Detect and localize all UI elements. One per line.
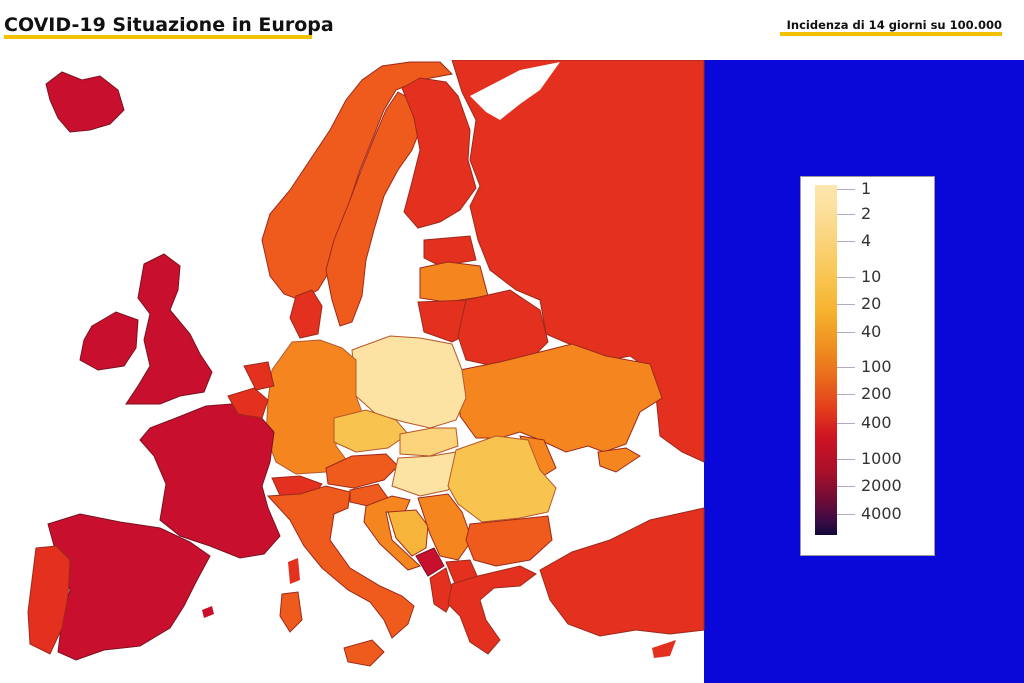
legend-tick — [837, 241, 855, 242]
region-serbia — [417, 493, 473, 561]
region-poland — [351, 335, 467, 429]
region-belgium — [227, 387, 269, 419]
legend-label: 4000 — [861, 504, 902, 523]
legend-label: 1 — [861, 179, 872, 198]
europe-map — [27, 60, 1024, 683]
legend-tick — [837, 304, 855, 305]
region-ireland — [79, 311, 139, 371]
legend-label: 2000 — [861, 476, 902, 495]
region-finland — [401, 77, 477, 229]
legend-label: 400 — [861, 413, 892, 432]
legend-tick — [837, 459, 855, 460]
region-sweden — [325, 91, 421, 327]
region-estonia — [423, 235, 477, 267]
region-romania — [447, 435, 557, 523]
region-italy — [266, 485, 415, 639]
region-bosnia — [387, 509, 429, 557]
legend-tick — [837, 332, 855, 333]
region-iceland — [45, 71, 125, 133]
legend-tick — [837, 189, 855, 190]
region-slovakia — [399, 427, 459, 457]
region-denmark — [289, 289, 323, 339]
region-white-sea — [470, 62, 560, 120]
region-greece — [447, 565, 537, 655]
region-malta — [202, 606, 214, 618]
legend-label: 100 — [861, 357, 892, 376]
region-czech — [333, 409, 409, 453]
region-austria — [325, 453, 399, 489]
region-uk — [125, 253, 213, 405]
region-sardinia — [279, 591, 303, 633]
legend-label: 2 — [861, 204, 872, 223]
region-sicily — [343, 639, 385, 667]
legend-tick — [837, 486, 855, 487]
legend-tick — [837, 423, 855, 424]
region-portugal — [27, 545, 71, 655]
legend-label: 1000 — [861, 449, 902, 468]
region-montenegro — [415, 547, 445, 577]
legend-label: 40 — [861, 322, 882, 341]
legend-tick — [837, 214, 855, 215]
legend-label: 10 — [861, 267, 882, 286]
legend-tick — [837, 277, 855, 278]
legend-label: 4 — [861, 231, 872, 250]
region-corsica — [288, 558, 300, 584]
legend-label: 200 — [861, 384, 892, 403]
region-bulgaria — [465, 515, 553, 567]
legend-tick — [837, 514, 855, 515]
region-netherlands — [243, 361, 275, 391]
region-latvia — [419, 261, 489, 303]
region-turkey — [539, 507, 705, 637]
region-cyprus — [652, 640, 676, 658]
title-underline — [4, 35, 312, 39]
region-germany — [265, 339, 363, 475]
legend-tick — [837, 394, 855, 395]
region-croatia — [363, 495, 421, 571]
subtitle-underline — [780, 32, 1002, 36]
legend-tick — [837, 367, 855, 368]
legend: 1 2 4 10 20 40 100 200 400 1000 2000 4000 — [800, 176, 935, 556]
legend-colorbar — [815, 185, 837, 535]
region-crimea — [597, 447, 641, 473]
page-title: COVID-19 Situazione in Europa — [4, 14, 334, 36]
subtitle: Incidenza di 14 giorni su 100.000 — [786, 18, 1002, 32]
legend-label: 20 — [861, 294, 882, 313]
